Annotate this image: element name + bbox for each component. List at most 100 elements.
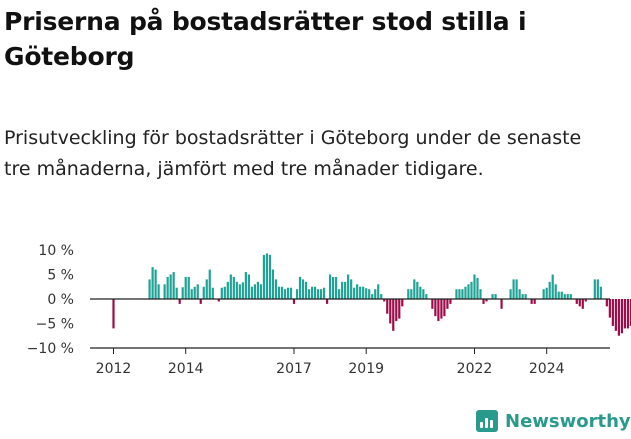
bar [208,269,211,299]
bar [359,286,362,299]
bar [247,274,250,299]
bar [196,284,199,299]
bar [623,299,626,329]
bar [401,299,404,307]
bar [386,299,389,314]
x-tick-label: 2024 [529,361,565,377]
bar [410,289,413,299]
bar [271,269,275,299]
bar [455,289,458,299]
bar [473,274,476,299]
bar [325,299,329,304]
x-tick-label: 2022 [457,361,493,377]
bar [232,276,235,299]
bar [166,276,169,299]
bar [205,279,208,299]
bar [389,299,392,324]
x-tick-label: 2014 [168,361,204,377]
page-title: Priserna på bostadsrätter stod stilla i … [4,7,527,71]
bar [226,281,229,299]
bar [199,299,202,304]
bar [461,289,464,299]
bar [193,286,196,299]
bar [169,274,172,299]
bar [617,299,620,336]
bar [467,284,470,299]
bar [557,291,560,299]
bar [470,281,473,299]
bar [398,299,401,319]
bar [316,289,320,299]
bar [289,287,293,299]
x-tick-label: 2012 [96,361,132,377]
bar [353,287,356,299]
bar [238,284,241,299]
bar [605,299,608,307]
bar [599,286,602,299]
x-tick-label: 2019 [348,361,384,377]
bar [365,288,368,299]
bar [392,299,395,331]
bar [581,299,584,309]
bar [322,287,326,299]
bar [223,286,226,299]
bar [554,284,557,299]
bar [292,299,296,304]
bar [524,294,527,299]
bar [629,299,631,326]
bar [512,279,515,299]
bar [328,274,332,299]
bar [253,284,256,299]
y-tick-label: 0 % [47,292,74,308]
bar [509,289,512,299]
bar [362,286,365,299]
bar [458,289,461,299]
bar [250,286,253,299]
bar [157,284,160,299]
bar [563,294,566,299]
bar [464,286,467,299]
y-tick-label: −10 % [27,341,74,357]
y-axis: 10 % 5 % 0 % −5 % −10 % [27,243,74,357]
bar [220,287,223,299]
bar [319,289,323,299]
page-subtitle: Prisutveckling för bostadsrätter i Göteb… [4,127,582,180]
bar [298,276,302,299]
bar [521,294,524,299]
x-axis: 2012 2014 2017 2019 2022 2024 [96,348,565,377]
bar [335,276,338,299]
bar [545,287,548,299]
bar-series [112,253,631,336]
bar [419,286,422,299]
bar [301,279,305,299]
bar [154,269,157,299]
bar [175,287,178,299]
bar [560,291,563,299]
bar [383,299,386,302]
bar [313,286,317,299]
bar [190,289,193,299]
bar [256,281,259,299]
bar [332,276,335,299]
bar [172,272,175,299]
bar [569,294,572,299]
bar [515,279,518,299]
bar [440,299,443,319]
bar [286,287,290,299]
brand-name: Newsworthy [505,410,631,432]
bar [235,281,238,299]
bar [611,299,614,326]
bar [374,289,377,299]
bar [494,294,497,299]
bar [241,282,244,299]
bar [431,299,434,309]
bar [347,274,350,299]
bar [533,299,536,304]
bar [229,274,232,299]
bar [151,267,154,299]
x-tick-label: 2017 [276,361,312,377]
bar [304,281,308,299]
bar [614,299,617,331]
bar [307,289,311,299]
bar [283,289,287,299]
